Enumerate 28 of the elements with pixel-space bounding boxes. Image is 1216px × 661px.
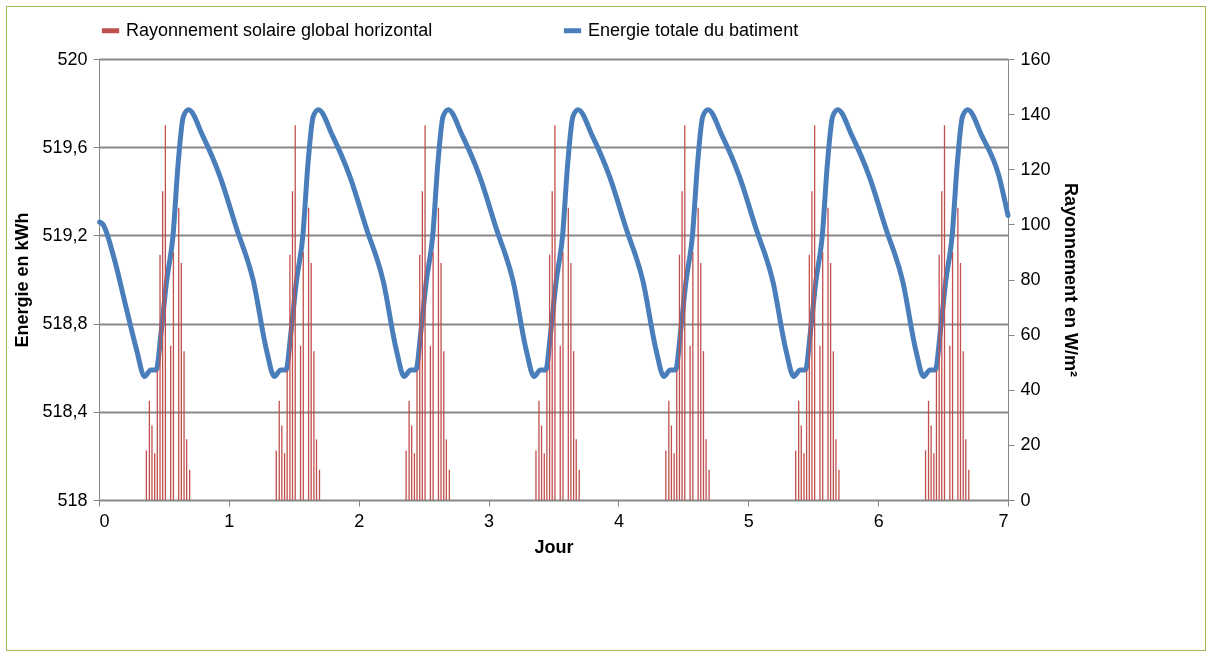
x-tick-label: 7: [998, 510, 1009, 531]
y2-tick-label: 120: [1020, 158, 1051, 179]
y-tick-label: 518: [57, 489, 88, 510]
x-tick-label: 3: [484, 510, 495, 531]
y2-tick-label: 40: [1020, 379, 1041, 400]
y2-tick-label: 100: [1020, 213, 1051, 234]
x-axis-title: Jour: [534, 536, 574, 557]
legend-label: Rayonnement solaire global horizontal: [126, 19, 433, 40]
y2-tick-label: 160: [1020, 48, 1051, 69]
x-tick-label: 4: [613, 510, 624, 531]
y2-axis-title: Rayonnement en W/m²: [1060, 182, 1081, 378]
y-tick-label: 518,8: [42, 313, 88, 334]
y-tick-label: 519,2: [42, 224, 88, 245]
x-tick-label: 2: [354, 510, 365, 531]
y2-tick-label: 20: [1020, 434, 1041, 455]
x-tick-label: 1: [224, 510, 235, 531]
y2-tick-label: 60: [1020, 324, 1041, 345]
legend-label: Energie totale du batiment: [588, 19, 799, 40]
x-tick-label: 0: [99, 510, 110, 531]
y-tick-label: 520: [57, 48, 88, 69]
y2-tick-label: 140: [1020, 103, 1051, 124]
x-tick-label: 5: [743, 510, 754, 531]
y-tick-label: 518,4: [42, 401, 88, 422]
y-axis-title: Energie en kWh: [12, 212, 33, 348]
y2-tick-label: 80: [1020, 269, 1041, 289]
x-tick-label: 6: [873, 510, 884, 531]
y-tick-label: 519,6: [42, 136, 88, 157]
y2-tick-label: 0: [1020, 489, 1031, 510]
